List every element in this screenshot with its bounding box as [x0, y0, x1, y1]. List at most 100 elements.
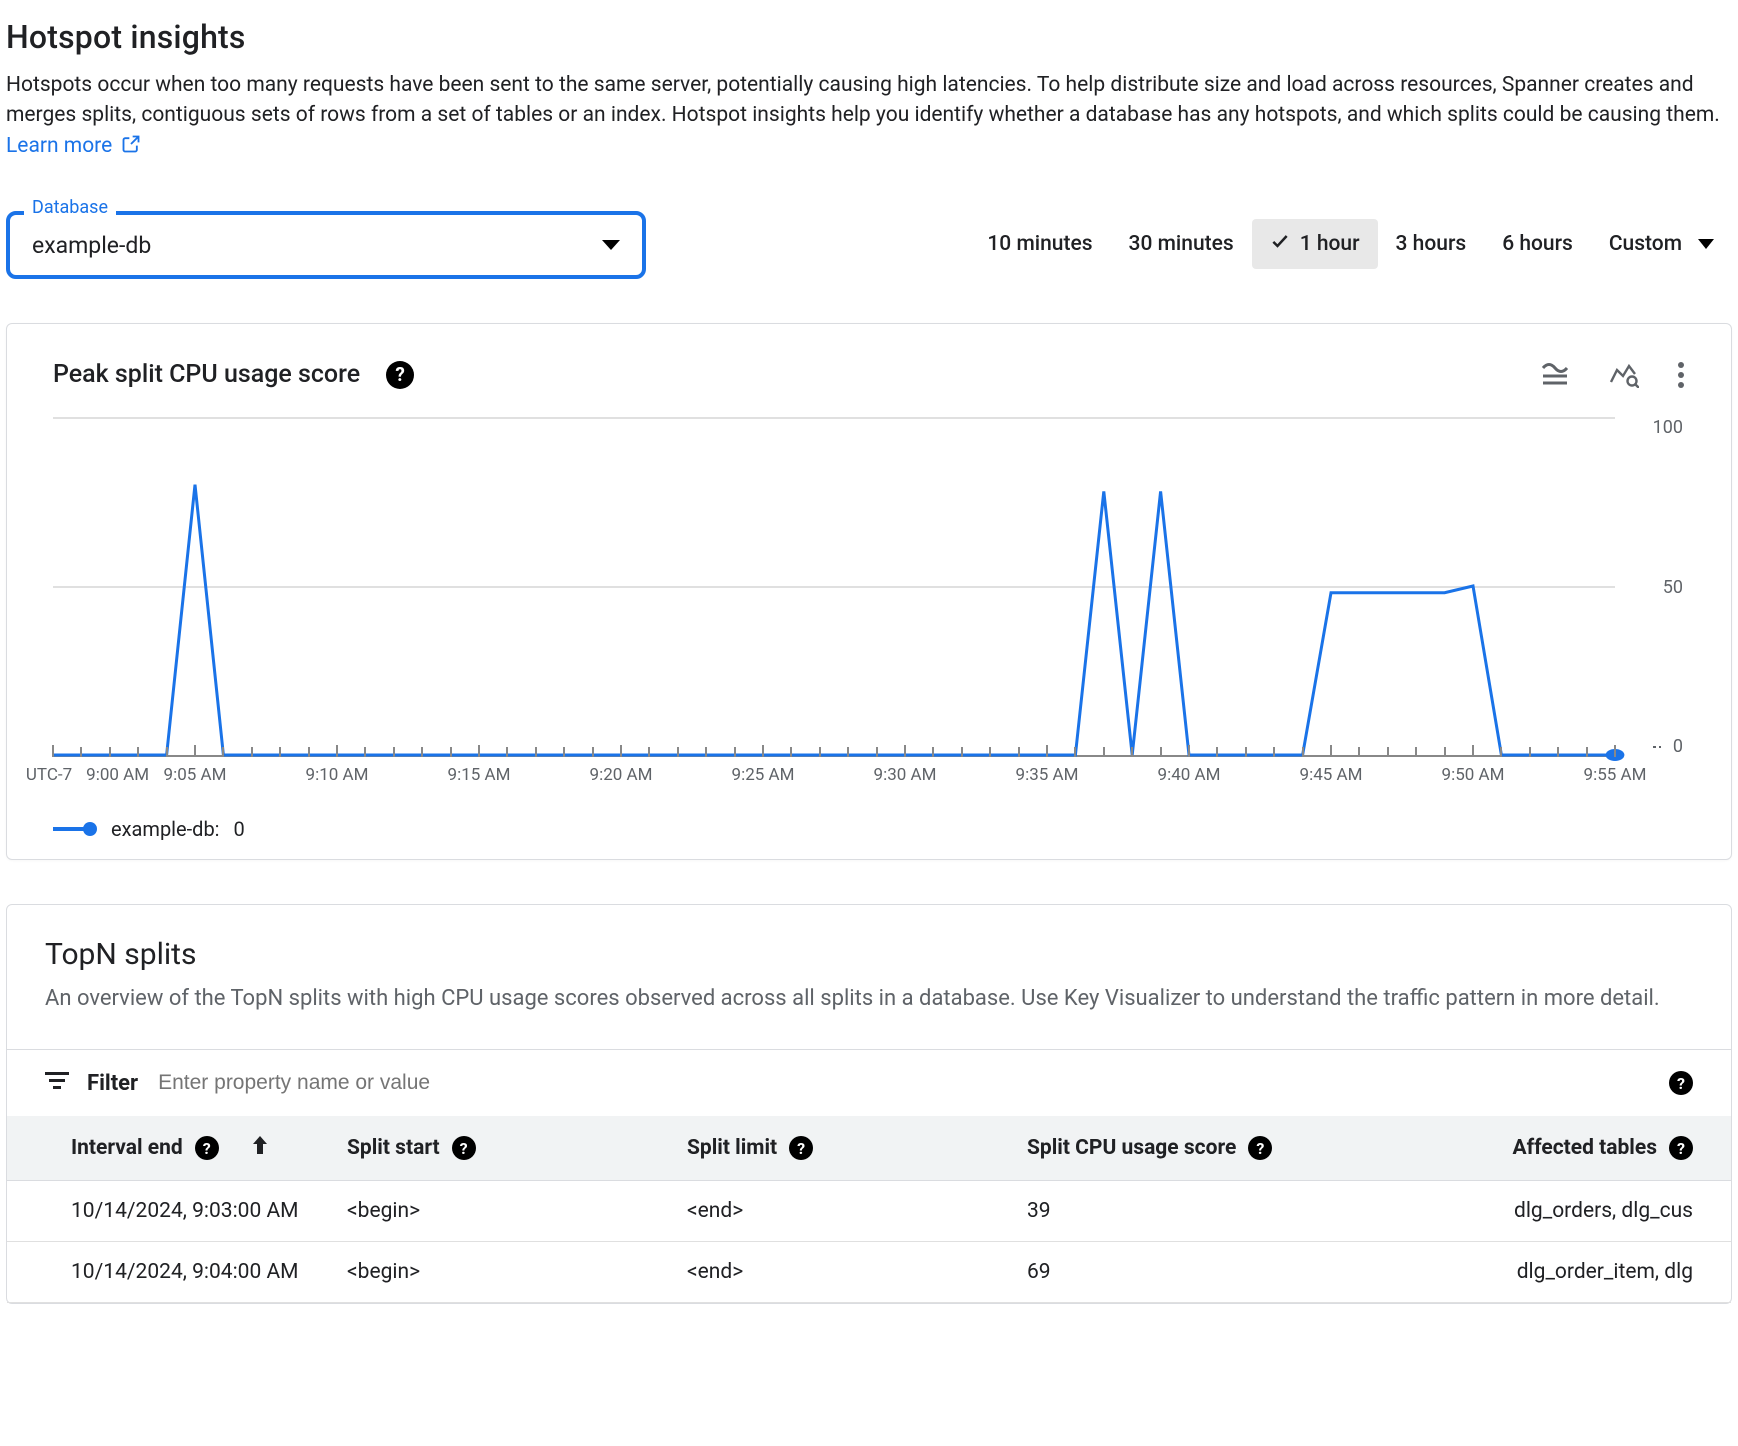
topn-section: TopN splits An overview of the TopN spli…: [6, 904, 1732, 1304]
x-tick-mark: [961, 747, 963, 757]
description-text: Hotspots occur when too many requests ha…: [6, 73, 1720, 127]
check-icon: [1270, 231, 1290, 257]
time-range-option[interactable]: 1 hour: [1252, 219, 1378, 269]
x-tick-mark: [364, 747, 366, 757]
help-icon[interactable]: ?: [1248, 1136, 1272, 1160]
column-label: Split CPU usage score: [1027, 1136, 1236, 1160]
table-row[interactable]: 10/14/2024, 9:04:00 AM<begin><end>69dlg_…: [7, 1242, 1731, 1303]
x-tick-mark: [421, 747, 423, 757]
x-tick-mark: [592, 747, 594, 757]
help-icon[interactable]: ?: [386, 361, 414, 389]
time-range-label: Custom: [1609, 232, 1682, 256]
table-row[interactable]: 10/14/2024, 9:03:00 AM<begin><end>39dlg_…: [7, 1181, 1731, 1242]
x-tick-mark: [648, 747, 650, 757]
x-tick-mark: [279, 747, 281, 757]
x-tick-mark: [1245, 747, 1247, 757]
x-tick-mark: [1103, 747, 1105, 757]
x-tick-mark: [876, 747, 878, 757]
column-header-affected-tables[interactable]: Affected tables ?: [1427, 1116, 1731, 1181]
column-label: Split limit: [687, 1136, 777, 1160]
table-cell: <begin>: [347, 1181, 687, 1242]
help-icon[interactable]: ?: [452, 1136, 476, 1160]
help-icon[interactable]: ?: [789, 1136, 813, 1160]
time-range-option[interactable]: 30 minutes: [1111, 220, 1252, 268]
time-range-option[interactable]: 3 hours: [1378, 220, 1485, 268]
x-tick-mark: [1046, 745, 1048, 757]
external-link-icon: [121, 133, 141, 163]
x-tick-mark: [1273, 747, 1275, 757]
time-range-option[interactable]: 6 hours: [1484, 220, 1591, 268]
database-select-value: example-db: [32, 232, 151, 259]
x-tick-mark: [620, 745, 622, 757]
chart-plot-area: [53, 417, 1615, 757]
time-range-option[interactable]: 10 minutes: [969, 220, 1110, 268]
caret-down-icon: [1698, 239, 1714, 249]
x-tick-mark: [535, 747, 537, 757]
x-tick-mark: [393, 747, 395, 757]
x-tick-mark: [109, 747, 111, 757]
column-header-split-start[interactable]: Split start ?: [347, 1116, 687, 1181]
x-tick-mark: [194, 745, 196, 757]
sort-asc-icon: [251, 1134, 269, 1162]
x-tick-mark: [1415, 747, 1417, 757]
topn-title: TopN splits: [45, 937, 1693, 972]
time-range-label: 30 minutes: [1129, 232, 1234, 256]
time-range-label: 3 hours: [1396, 232, 1467, 256]
x-tick-label: 9:50 AM: [1442, 765, 1505, 785]
x-tick-mark: [80, 747, 82, 757]
x-tick-mark: [1330, 745, 1332, 757]
help-icon[interactable]: ?: [1669, 1136, 1693, 1160]
x-tick-label: 9:30 AM: [874, 765, 937, 785]
x-tick-mark: [1529, 747, 1531, 757]
explore-metrics-icon[interactable]: [1609, 362, 1639, 388]
y-tick-label: 50: [1663, 577, 1683, 598]
x-tick-label: 9:45 AM: [1300, 765, 1363, 785]
x-tick-mark: [819, 747, 821, 757]
table-cell: 69: [1027, 1242, 1427, 1303]
x-tick-label: 9:20 AM: [590, 765, 653, 785]
x-tick-label: 9:35 AM: [1016, 765, 1079, 785]
time-range-option[interactable]: Custom: [1591, 220, 1732, 268]
x-tick-mark: [1074, 747, 1076, 757]
x-tick-mark: [478, 745, 480, 757]
column-header-split-limit[interactable]: Split limit ?: [687, 1116, 1027, 1181]
x-tick-mark: [137, 747, 139, 757]
x-tick-label: 9:10 AM: [306, 765, 369, 785]
table-cell: <end>: [687, 1242, 1027, 1303]
x-tick-mark: [847, 747, 849, 757]
x-tick-mark: [1557, 747, 1559, 757]
topn-table: Interval end ? Split start ?: [7, 1116, 1731, 1303]
column-label: Affected tables: [1512, 1136, 1657, 1160]
column-header-cpu-score[interactable]: Split CPU usage score ?: [1027, 1116, 1427, 1181]
time-range-label: 1 hour: [1300, 232, 1360, 256]
page-title: Hotspot insights: [6, 18, 1732, 56]
legend-toggle-icon[interactable]: [1541, 363, 1571, 387]
x-tick-mark: [1472, 745, 1474, 757]
learn-more-link[interactable]: Learn more: [6, 134, 141, 158]
x-tick-mark: [336, 745, 338, 757]
more-options-icon[interactable]: [1677, 361, 1685, 389]
column-header-interval-end[interactable]: Interval end ?: [7, 1116, 347, 1181]
x-tick-mark: [1500, 747, 1502, 757]
x-tick-mark: [1302, 747, 1304, 757]
x-tick-mark: [790, 747, 792, 757]
x-tick-mark: [450, 747, 452, 757]
help-icon[interactable]: ?: [1669, 1071, 1693, 1095]
database-select[interactable]: Database example-db: [6, 211, 646, 279]
x-tick-mark: [989, 747, 991, 757]
x-tick-mark: [1614, 745, 1616, 757]
x-tick-mark: [563, 747, 565, 757]
legend-series-label: example-db:: [111, 817, 220, 841]
filter-label: Filter: [87, 1071, 138, 1096]
database-select-label: Database: [24, 197, 116, 218]
table-cell: dlg_orders, dlg_cus: [1427, 1181, 1731, 1242]
time-range-label: 10 minutes: [987, 232, 1092, 256]
x-tick-label: 9:15 AM: [448, 765, 511, 785]
page-description: Hotspots occur when too many requests ha…: [6, 70, 1732, 163]
filter-input[interactable]: [156, 1070, 1651, 1096]
chart-legend: example-db: 0: [53, 817, 1685, 841]
x-tick-mark: [1387, 747, 1389, 757]
x-tick-mark: [52, 745, 54, 757]
time-range-label: 6 hours: [1502, 232, 1573, 256]
help-icon[interactable]: ?: [195, 1136, 219, 1160]
